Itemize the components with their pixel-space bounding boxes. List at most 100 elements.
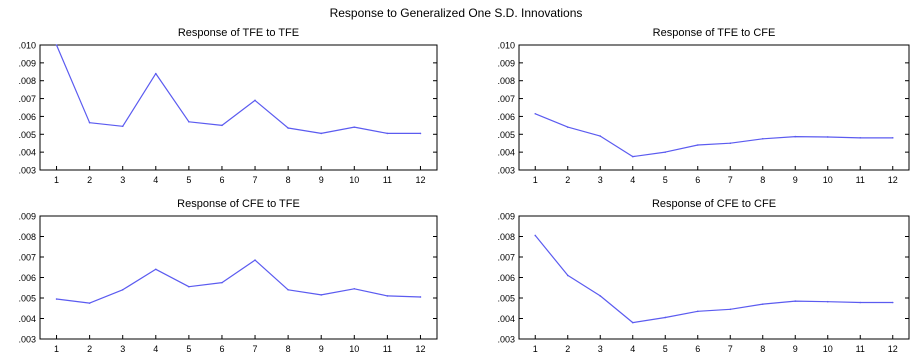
x-tick-label: 10 — [823, 344, 833, 354]
data-point — [664, 151, 667, 153]
y-tick-label: .003 — [18, 335, 36, 345]
panel-4: Response of CFE to CFE .003 .004 .005 .006 .0… — [497, 198, 910, 354]
data-point — [761, 303, 764, 305]
x-tick-label: 6 — [695, 344, 700, 354]
y-tick-label: .009 — [497, 58, 515, 68]
panel-title: Response of CFE to TFE — [177, 198, 300, 210]
x-tick-label: 5 — [663, 175, 668, 185]
x-tick-label: 1 — [533, 175, 538, 185]
data-point — [631, 155, 634, 158]
x-tick-label: 2 — [565, 344, 570, 354]
plot-frame — [39, 44, 438, 171]
data-point — [188, 285, 190, 288]
data-point — [631, 321, 634, 324]
x-tick-label: 5 — [663, 344, 668, 354]
y-tick-label: .008 — [18, 232, 36, 242]
data-point — [353, 287, 356, 290]
data-point — [794, 300, 797, 302]
data-point — [566, 274, 569, 277]
x-tick-label: 9 — [319, 175, 324, 185]
data-point — [696, 144, 699, 146]
data-point — [287, 127, 289, 129]
data-point — [599, 135, 602, 137]
data-point — [891, 137, 894, 139]
data-point — [154, 72, 157, 75]
data-point — [664, 316, 667, 319]
panel-1: Response of TFE to TFE .003 .004 .005 .006 .0… — [18, 27, 438, 185]
panel-title: Response of TFE to TFE — [178, 27, 299, 39]
x-tick-label: 2 — [87, 175, 92, 185]
x-tick-label: 10 — [349, 175, 359, 185]
data-point — [419, 296, 422, 298]
x-tick-label: 8 — [760, 344, 765, 354]
x-tick-label: 1 — [533, 344, 538, 354]
data-point — [599, 295, 602, 297]
y-tick-label: .007 — [18, 94, 36, 104]
data-point — [154, 268, 157, 271]
y-tick-label: .007 — [497, 253, 515, 263]
y-tick-label: .003 — [497, 335, 515, 345]
panel-2: Response of TFE to CFE .003 .004 .005 .006 .0… — [497, 27, 910, 185]
x-tick-label: 8 — [286, 344, 291, 354]
x-tick-label: 3 — [598, 175, 603, 185]
y-tick-label: .004 — [497, 148, 515, 158]
plot-frame — [39, 215, 438, 340]
y-tick-label: .008 — [497, 232, 515, 242]
y-tick-label: .005 — [497, 294, 515, 304]
data-point — [761, 137, 764, 140]
data-point — [320, 294, 323, 296]
data-point — [794, 135, 797, 138]
x-tick-label: 11 — [856, 344, 865, 354]
x-tick-label: 10 — [349, 344, 359, 354]
data-point — [320, 132, 323, 135]
x-tick-label: 7 — [728, 175, 733, 185]
x-tick-label: 3 — [598, 344, 603, 354]
data-point — [826, 136, 829, 138]
y-tick-label: .009 — [18, 212, 36, 222]
y-tick-label: .007 — [497, 94, 515, 104]
data-point — [859, 301, 862, 304]
plot-frame — [518, 215, 910, 340]
x-tick-label: 2 — [565, 175, 570, 185]
data-point — [386, 132, 389, 135]
x-tick-label: 6 — [219, 344, 224, 354]
y-tick-label: .009 — [497, 212, 515, 222]
data-point — [386, 295, 389, 297]
x-tick-label: 12 — [415, 344, 425, 354]
x-tick-label: 12 — [888, 344, 898, 354]
x-tick-label: 10 — [823, 175, 833, 185]
x-tick-label: 7 — [253, 344, 258, 354]
y-tick-label: .004 — [18, 148, 36, 158]
data-point — [287, 289, 289, 291]
data-point — [566, 126, 569, 128]
data-point — [55, 298, 58, 300]
x-tick-label: 5 — [186, 175, 191, 185]
x-tick-label: 8 — [760, 175, 765, 185]
y-tick-label: .006 — [497, 112, 515, 122]
data-point — [859, 137, 862, 139]
x-tick-label: 9 — [793, 175, 798, 185]
x-tick-label: 9 — [319, 344, 324, 354]
series-line — [56, 259, 421, 304]
series-line — [535, 113, 893, 158]
x-tick-label: 12 — [415, 175, 425, 185]
y-tick-label: .003 — [497, 166, 515, 176]
x-tick-label: 8 — [286, 175, 291, 185]
figure-title: Response to Generalized One S.D. Innovat… — [330, 6, 583, 20]
x-tick-label: 6 — [219, 175, 224, 185]
x-tick-label: 11 — [383, 344, 392, 354]
x-tick-label: 1 — [54, 344, 59, 354]
y-tick-label: .008 — [497, 76, 515, 86]
y-tick-label: .010 — [18, 41, 36, 51]
x-tick-label: 4 — [630, 175, 635, 185]
data-point — [534, 234, 537, 237]
x-tick-label: 4 — [153, 175, 158, 185]
series-line — [534, 235, 893, 324]
x-tick-label: 6 — [695, 175, 700, 185]
data-point — [88, 121, 91, 124]
x-tick-label: 9 — [793, 344, 798, 354]
data-point — [88, 302, 91, 304]
panel-title: Response of TFE to CFE — [653, 27, 776, 39]
y-tick-label: .006 — [497, 273, 515, 283]
